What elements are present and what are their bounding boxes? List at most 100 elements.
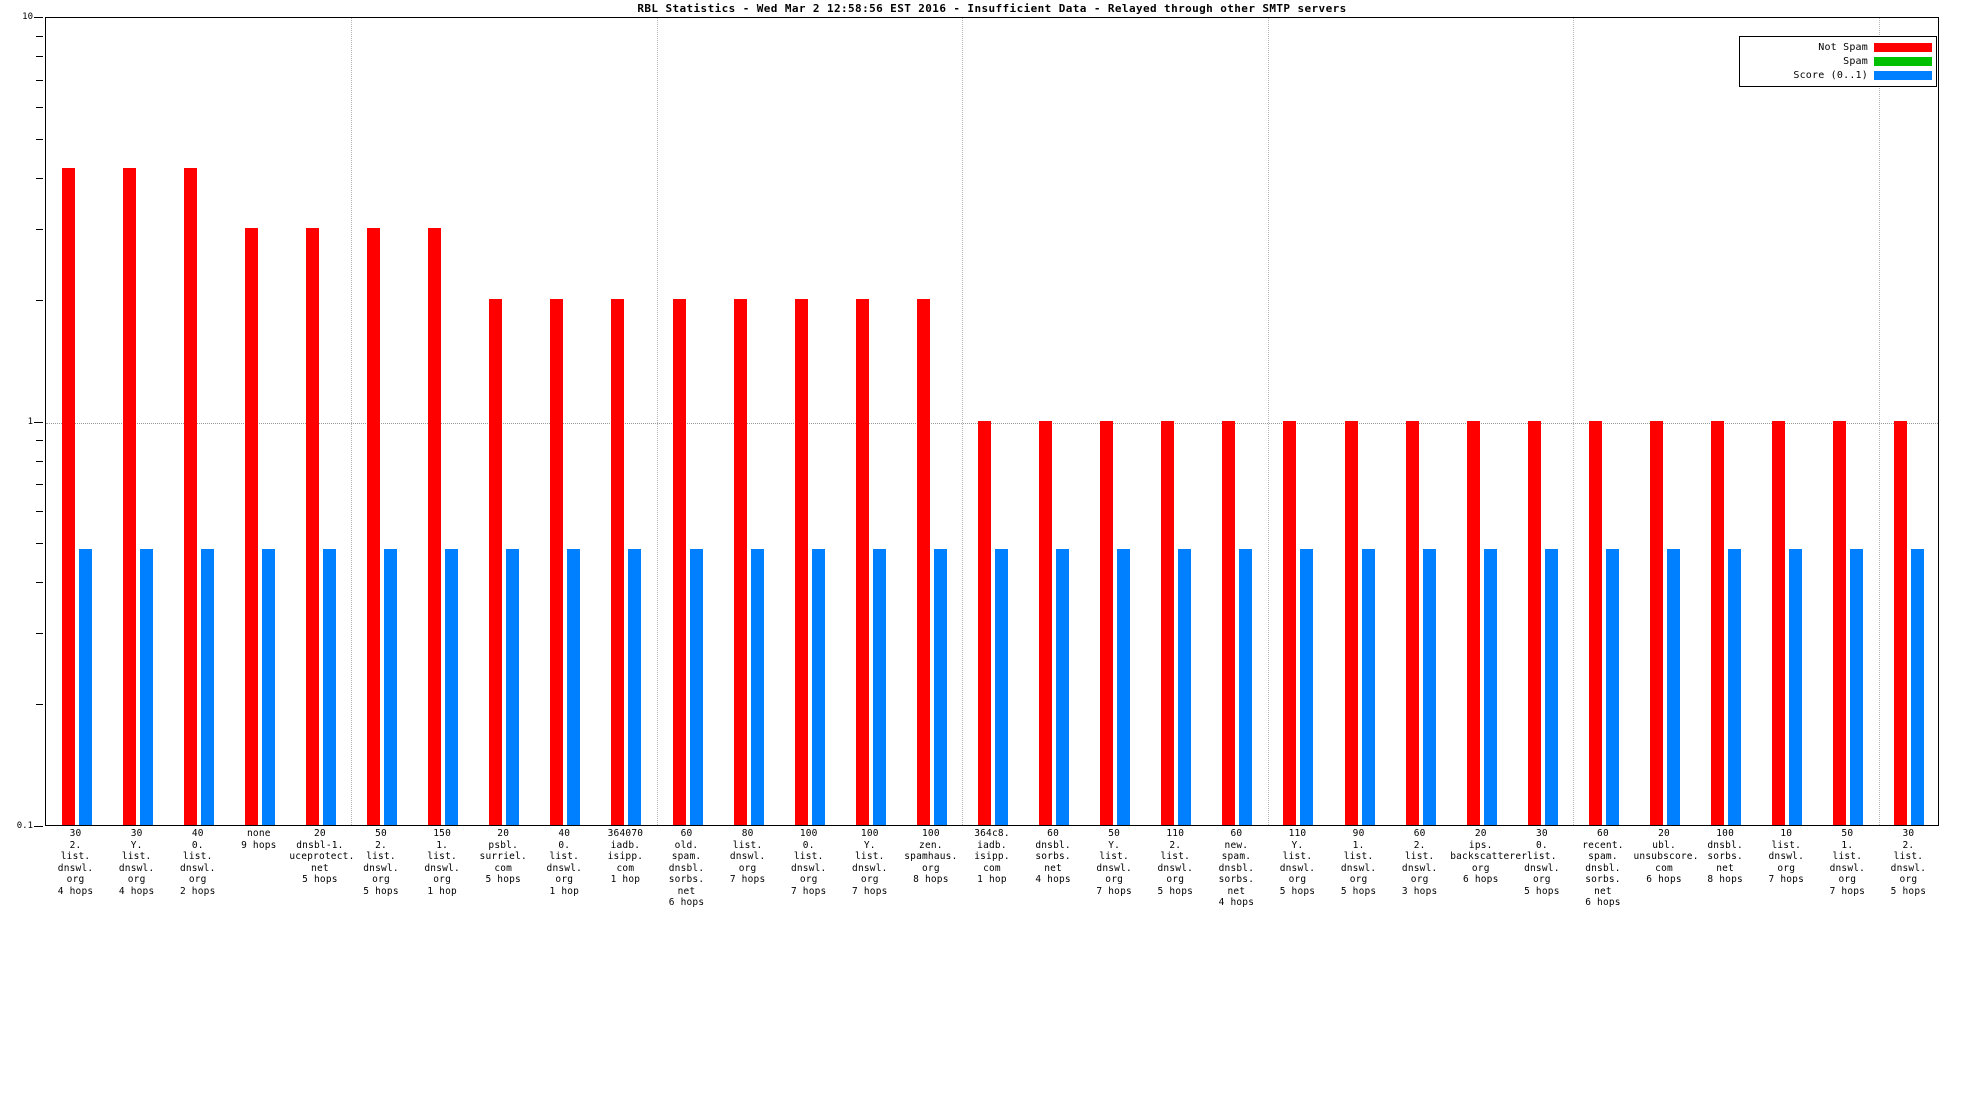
bar-group[interactable]	[535, 18, 596, 825]
bar-not-spam[interactable]	[1894, 420, 1908, 825]
bar-not-spam[interactable]	[1466, 420, 1480, 825]
bar-not-spam[interactable]	[1344, 420, 1358, 825]
bar-group[interactable]	[107, 18, 168, 825]
bar-score[interactable]	[506, 549, 520, 825]
bar-group[interactable]	[413, 18, 474, 825]
bar-not-spam[interactable]	[1588, 420, 1602, 825]
bar-not-spam[interactable]	[489, 298, 503, 825]
bar-group[interactable]	[1207, 18, 1268, 825]
bar-group[interactable]	[718, 18, 779, 825]
bar-score[interactable]	[1605, 549, 1619, 825]
bar-score[interactable]	[628, 549, 642, 825]
bar-group[interactable]	[596, 18, 657, 825]
bar-group[interactable]	[779, 18, 840, 825]
bar-group[interactable]	[1512, 18, 1573, 825]
bar-group[interactable]	[46, 18, 107, 825]
x-axis-tick-label: 150 1. list. dnswl. org 1 hop	[424, 828, 460, 897]
gridline-vertical	[1573, 18, 1575, 825]
bar-not-spam[interactable]	[672, 298, 686, 825]
bar-not-spam[interactable]	[1772, 420, 1786, 825]
bar-not-spam[interactable]	[305, 227, 319, 825]
bar-group[interactable]	[351, 18, 412, 825]
bar-not-spam[interactable]	[855, 298, 869, 825]
bar-group[interactable]	[1757, 18, 1818, 825]
bar-score[interactable]	[872, 549, 886, 825]
bar-group[interactable]	[1390, 18, 1451, 825]
bar-score[interactable]	[1300, 549, 1314, 825]
bar-not-spam[interactable]	[977, 420, 991, 825]
bar-not-spam[interactable]	[428, 227, 442, 825]
bar-not-spam[interactable]	[61, 168, 75, 825]
bar-not-spam[interactable]	[1650, 420, 1664, 825]
bar-score[interactable]	[994, 549, 1008, 825]
bar-not-spam[interactable]	[794, 298, 808, 825]
bar-not-spam[interactable]	[733, 298, 747, 825]
bar-not-spam[interactable]	[1527, 420, 1541, 825]
bar-group[interactable]	[840, 18, 901, 825]
bar-not-spam[interactable]	[1222, 420, 1236, 825]
bar-group[interactable]	[1635, 18, 1696, 825]
bar-not-spam[interactable]	[183, 168, 197, 825]
bar-not-spam[interactable]	[244, 227, 258, 825]
bar-group[interactable]	[474, 18, 535, 825]
bar-not-spam[interactable]	[611, 298, 625, 825]
bar-score[interactable]	[1850, 549, 1864, 825]
bar-score[interactable]	[1117, 549, 1131, 825]
x-axis-tick-label: 20 ips. backscatterer. org 6 hops	[1450, 828, 1534, 885]
x-axis-tick-label: 60 new. spam. dnsbl. sorbs. net 4 hops	[1218, 828, 1255, 908]
bar-group[interactable]	[657, 18, 718, 825]
bar-not-spam[interactable]	[916, 298, 930, 825]
bar-not-spam[interactable]	[1405, 420, 1419, 825]
bar-score[interactable]	[200, 549, 214, 825]
bar-not-spam[interactable]	[367, 227, 381, 825]
bar-group[interactable]	[1696, 18, 1757, 825]
bar-score[interactable]	[750, 549, 764, 825]
bar-group[interactable]	[229, 18, 290, 825]
y-axis-major-tick	[34, 826, 43, 827]
bar-not-spam[interactable]	[1039, 420, 1053, 825]
bar-score[interactable]	[1789, 549, 1803, 825]
bar-not-spam[interactable]	[1711, 420, 1725, 825]
bar-not-spam[interactable]	[1100, 420, 1114, 825]
x-axis-tick-label: 50 1. list. dnswl. org 7 hops	[1829, 828, 1866, 897]
x-axis-tick-label: 20 ubl. unsubscore. com 6 hops	[1633, 828, 1699, 885]
bar-score[interactable]	[1667, 549, 1681, 825]
bar-score[interactable]	[1239, 549, 1253, 825]
bar-score[interactable]	[1056, 549, 1070, 825]
bar-score[interactable]	[1911, 549, 1925, 825]
bar-group[interactable]	[290, 18, 351, 825]
bar-group[interactable]	[1024, 18, 1085, 825]
bar-score[interactable]	[689, 549, 703, 825]
bar-score[interactable]	[1361, 549, 1375, 825]
bar-score[interactable]	[139, 549, 153, 825]
bar-score[interactable]	[261, 549, 275, 825]
bar-score[interactable]	[811, 549, 825, 825]
bar-score[interactable]	[1483, 549, 1497, 825]
bar-group[interactable]	[168, 18, 229, 825]
bar-not-spam[interactable]	[1833, 420, 1847, 825]
bar-score[interactable]	[567, 549, 581, 825]
bar-score[interactable]	[322, 549, 336, 825]
bar-score[interactable]	[1422, 549, 1436, 825]
bar-group[interactable]	[1573, 18, 1634, 825]
bar-score[interactable]	[1178, 549, 1192, 825]
bar-group[interactable]	[1146, 18, 1207, 825]
bar-group[interactable]	[1329, 18, 1390, 825]
bar-not-spam[interactable]	[122, 168, 136, 825]
bar-group[interactable]	[1451, 18, 1512, 825]
bar-score[interactable]	[384, 549, 398, 825]
bar-group[interactable]	[1085, 18, 1146, 825]
bar-not-spam[interactable]	[1283, 420, 1297, 825]
bar-score[interactable]	[933, 549, 947, 825]
bar-score[interactable]	[78, 549, 92, 825]
bar-group[interactable]	[901, 18, 962, 825]
bar-score[interactable]	[445, 549, 459, 825]
bar-not-spam[interactable]	[550, 298, 564, 825]
bar-group[interactable]	[962, 18, 1023, 825]
bar-score[interactable]	[1728, 549, 1742, 825]
bar-group[interactable]	[1268, 18, 1329, 825]
bar-group[interactable]	[1818, 18, 1879, 825]
bar-score[interactable]	[1544, 549, 1558, 825]
bar-not-spam[interactable]	[1161, 420, 1175, 825]
bar-group[interactable]	[1879, 18, 1940, 825]
